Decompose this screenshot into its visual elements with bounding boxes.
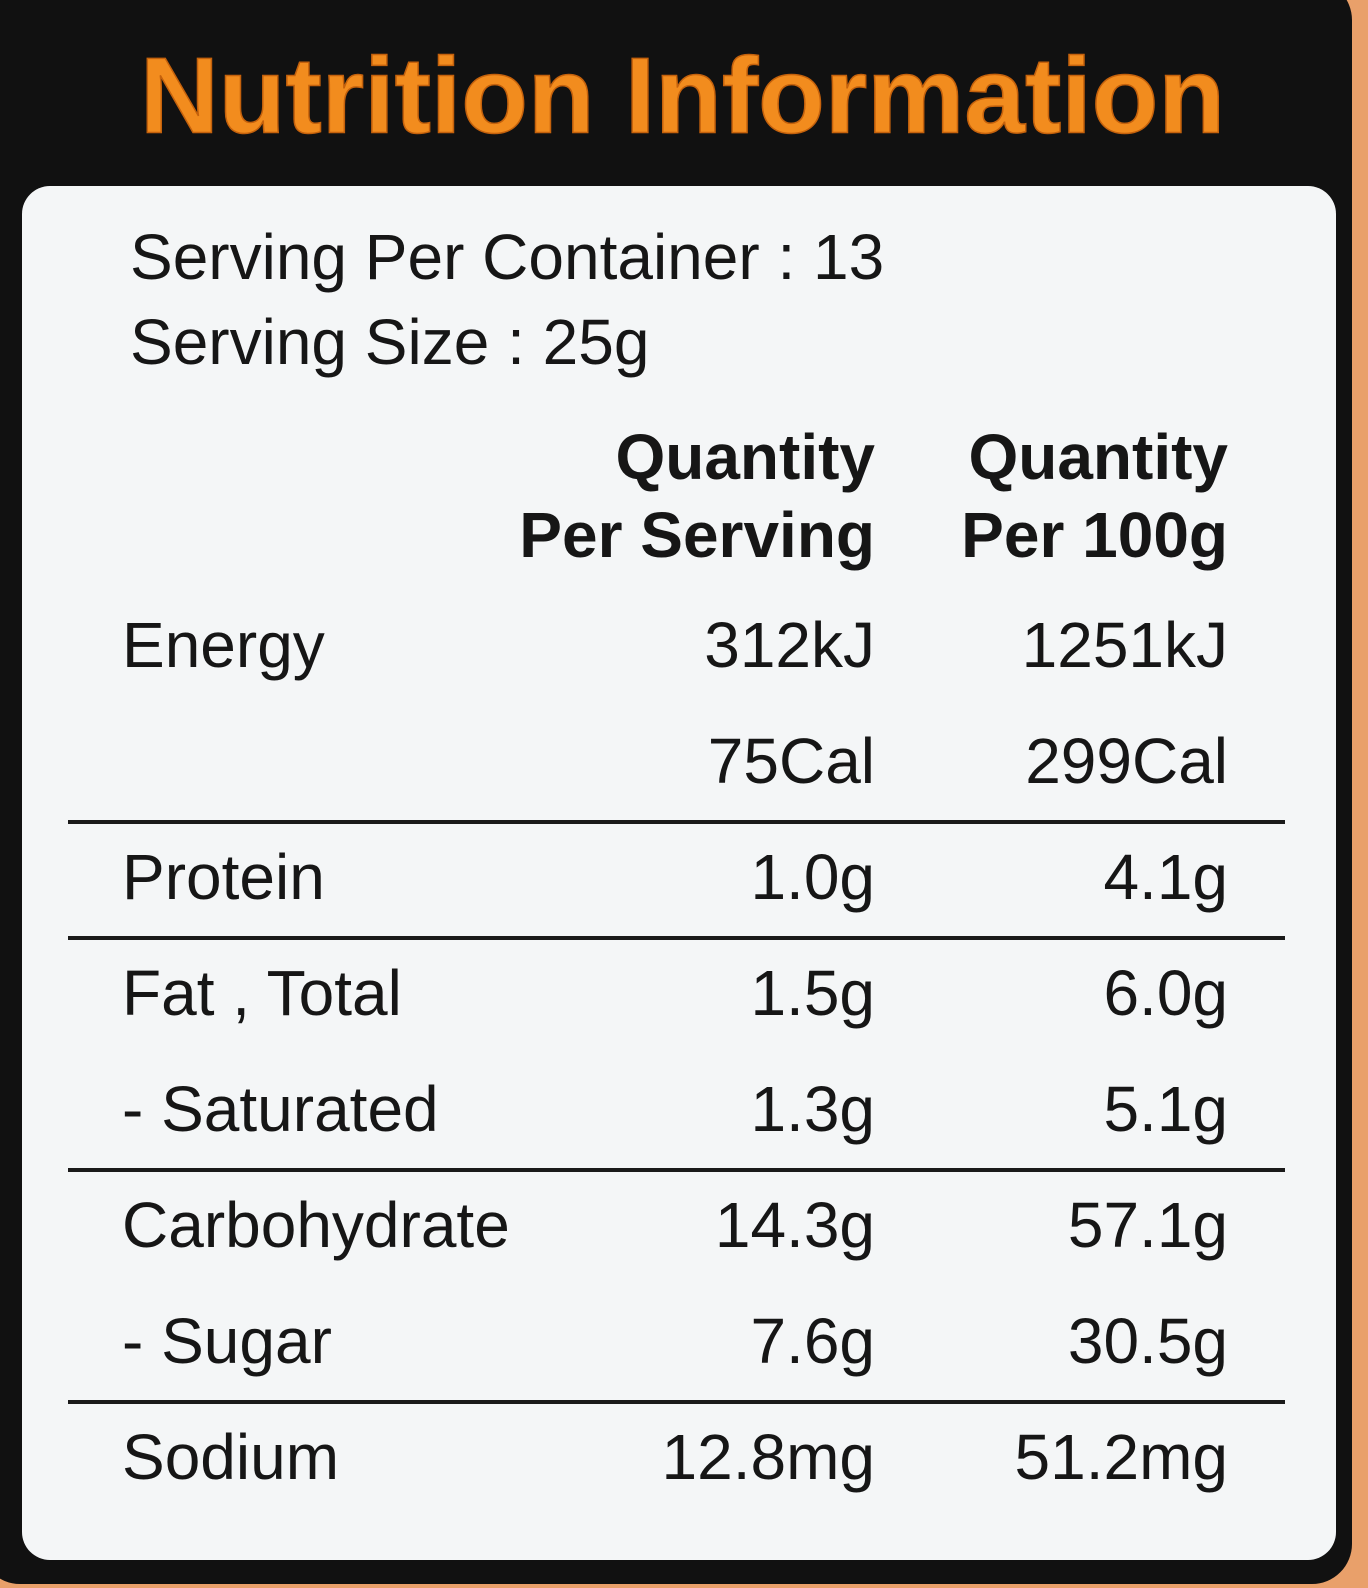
nutrient-name: Energy [122,609,325,681]
nutrient-name: Carbohydrate [122,1189,510,1261]
per-serving-value: 14.3g [715,1189,875,1261]
per-serving-value: 7.6g [750,1305,875,1377]
per-100g-value: 57.1g [1068,1189,1228,1261]
per-100g-value: 51.2mg [1015,1421,1228,1493]
per-100g-value: 1251kJ [1022,609,1228,681]
per-100g-value: 30.5g [1068,1305,1228,1377]
column-header: Per 100g [961,499,1228,571]
column-header: Per Serving [519,499,875,571]
per-serving-value: 312kJ [704,609,875,681]
per-serving-value: 1.3g [750,1073,875,1145]
per-100g-value: 4.1g [1103,841,1228,913]
column-header: Quantity [968,421,1228,493]
per-serving-value: 1.5g [750,957,875,1029]
nutrient-name: Fat , Total [122,957,402,1029]
column-header: Quantity [615,421,875,493]
nutrient-name: - Sugar [122,1305,332,1377]
nutrient-name: - Saturated [122,1073,439,1145]
per-serving-value: 12.8mg [662,1421,875,1493]
per-serving-value: 75Cal [708,725,875,797]
nutrient-name: Protein [122,841,325,913]
serving-size: Serving Size : 25g [130,306,649,378]
serving-per-container: Serving Per Container : 13 [130,221,884,293]
per-100g-value: 5.1g [1103,1073,1228,1145]
title: Nutrition Information [140,35,1225,156]
label-panel [22,186,1336,1560]
per-serving-value: 1.0g [750,841,875,913]
nutrient-name: Sodium [122,1421,339,1493]
per-100g-value: 6.0g [1103,957,1228,1029]
per-100g-value: 299Cal [1025,725,1228,797]
